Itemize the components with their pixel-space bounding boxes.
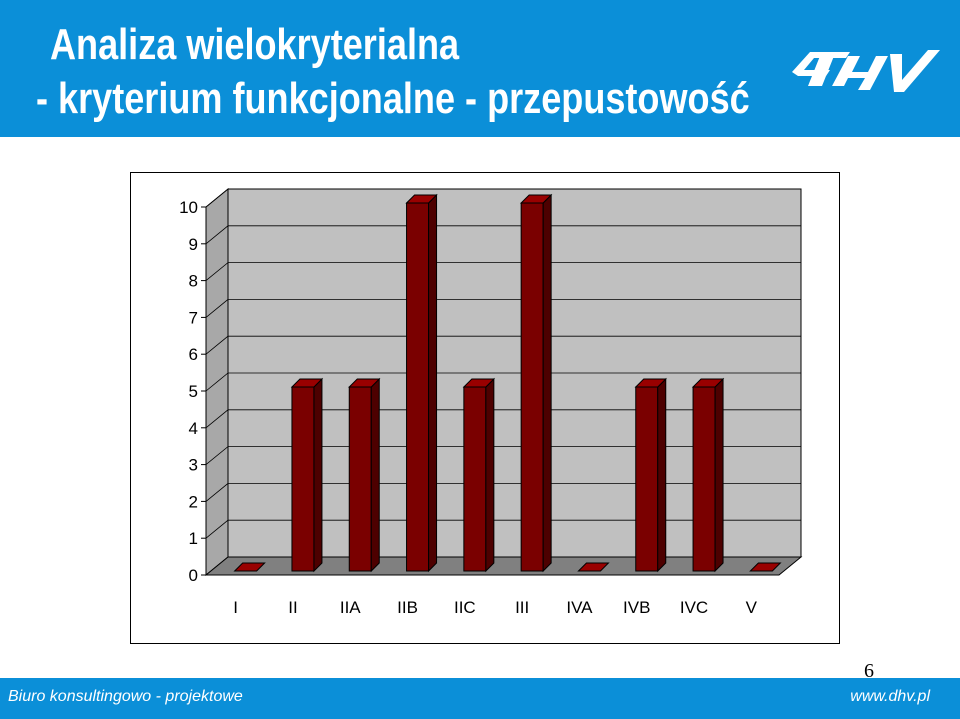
y-tick-label: 0 — [189, 566, 198, 585]
x-tick-label: IIA — [340, 598, 361, 617]
bar — [520, 202, 544, 572]
page-title: Analiza wielokryterialna — [50, 20, 460, 69]
bar — [348, 386, 372, 572]
bar-top — [519, 194, 553, 204]
bar-top — [462, 378, 496, 388]
y-tick-label: 10 — [179, 198, 198, 217]
y-tick-label: 1 — [189, 529, 198, 548]
y-tick-label: 5 — [189, 382, 198, 401]
bar-side — [313, 377, 323, 573]
gridline — [205, 262, 801, 281]
y-tick-label: 8 — [189, 272, 198, 291]
bar-top — [634, 378, 667, 388]
x-tick-label: IVA — [566, 598, 593, 617]
bar-top — [577, 562, 610, 572]
dhv-logo — [792, 50, 940, 92]
x-tick-label: V — [746, 598, 758, 617]
bar — [635, 386, 659, 572]
bar-top — [233, 562, 266, 572]
bar — [291, 386, 315, 572]
gridline — [205, 519, 801, 539]
gridline — [205, 372, 801, 392]
chart-frame: 0 1 2 3 4 5 6 7 8 9 10 I II IIA IIB IIC III IVA IVB IVC V — [130, 172, 840, 644]
bar-side — [714, 377, 724, 573]
x-tick-label: III — [515, 598, 529, 617]
y-tick-label: 6 — [189, 345, 198, 364]
bar-top — [348, 378, 381, 388]
y-tick-label: 7 — [189, 308, 198, 327]
bar — [406, 202, 430, 572]
footer-bar: Biuro konsultingowo - projektowe www.dhv… — [0, 678, 960, 719]
bar-top — [749, 562, 782, 572]
bar-side — [657, 377, 667, 573]
bar — [692, 386, 716, 572]
y-tick-label: 9 — [189, 235, 198, 254]
gridline — [205, 225, 801, 245]
x-tick-label: IIC — [454, 598, 476, 617]
x-tick-label: IVC — [680, 598, 708, 617]
x-tick-label: IIB — [397, 598, 418, 617]
bar-top — [691, 378, 725, 388]
gridline — [205, 188, 801, 208]
gridline — [205, 335, 801, 355]
footer-website: www.dhv.pl — [850, 688, 930, 705]
gridline — [205, 482, 801, 502]
gridline — [205, 409, 801, 429]
header-bar: Analiza wielokryterialna - kryterium fun… — [0, 0, 960, 137]
gridline — [205, 299, 801, 318]
x-tick-label: I — [233, 598, 238, 617]
x-tick-label: IVB — [623, 598, 650, 617]
y-tick-label: 3 — [189, 456, 198, 475]
bar-side — [485, 377, 495, 573]
gridline — [205, 446, 801, 465]
bar-top — [405, 194, 438, 204]
page-subtitle: - kryterium funkcjonalne - przepustowość — [36, 74, 750, 123]
page-number: 6 — [864, 660, 874, 682]
x-tick-label: II — [288, 598, 297, 617]
bar — [463, 386, 487, 572]
bar-side — [542, 193, 552, 573]
bar-top — [290, 378, 324, 388]
y-tick-label: 2 — [189, 492, 198, 511]
bar-side — [428, 193, 438, 573]
footer-company: Biuro konsultingowo - projektowe — [8, 688, 243, 705]
bar-side — [370, 377, 380, 573]
y-tick-label: 4 — [189, 419, 198, 438]
